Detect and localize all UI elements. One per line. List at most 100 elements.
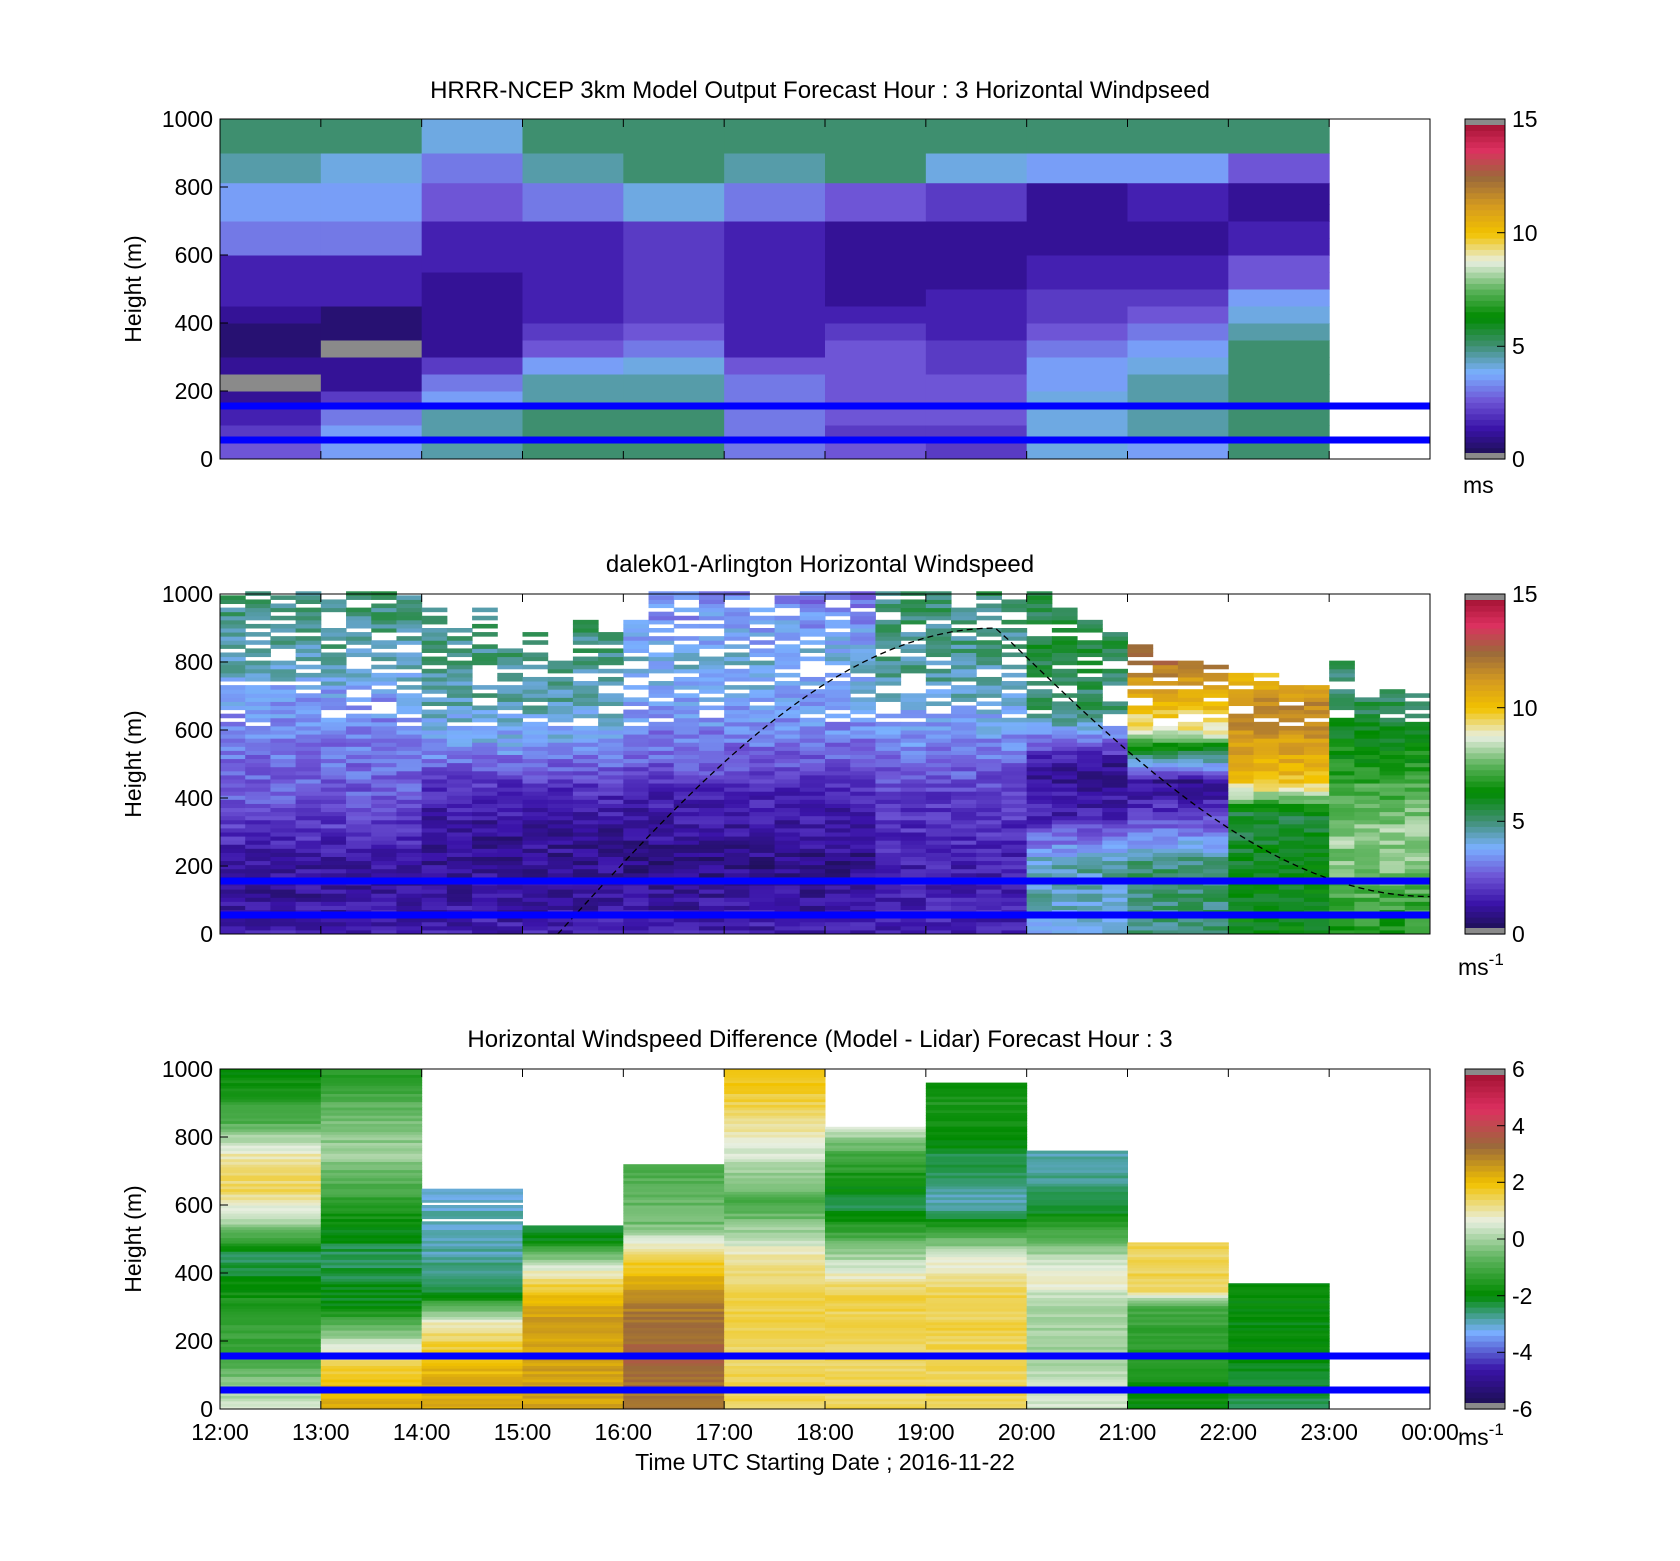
heatmap-cell: [724, 1270, 826, 1274]
heatmap-cell: [1102, 872, 1128, 878]
heatmap-cell: [1404, 848, 1431, 853]
heatmap-cell: [220, 1172, 322, 1176]
heatmap-cell: [547, 734, 574, 739]
heatmap-cell: [698, 640, 725, 645]
heatmap-cell: [850, 921, 876, 927]
heatmap-cell: [320, 783, 347, 788]
heatmap-cell: [1329, 750, 1355, 755]
heatmap-cell: [1404, 840, 1431, 845]
heatmap-cell: [799, 632, 826, 637]
heatmap-cell: [850, 872, 876, 878]
heatmap-cell: [295, 840, 322, 845]
heatmap-cell: [799, 864, 826, 870]
heatmap-cell: [220, 1321, 322, 1326]
heatmap-cell: [421, 750, 448, 755]
heatmap-cell: [371, 628, 397, 633]
heatmap-cell: [1051, 615, 1078, 621]
heatmap-cell: [522, 1406, 624, 1410]
heatmap-cell: [1051, 803, 1078, 809]
heatmap-cell: [1102, 734, 1128, 739]
colorbar-underflow: [1465, 928, 1505, 934]
heatmap-cell: [547, 762, 574, 768]
heatmap-cell: [472, 827, 498, 833]
heatmap-cell: [446, 640, 473, 645]
heatmap-cell: [295, 750, 322, 755]
heatmap-cell: [346, 750, 372, 755]
heatmap-cell: [648, 664, 675, 670]
heatmap-cell: [1152, 893, 1179, 898]
heatmap-cell: [421, 238, 523, 256]
heatmap-cell: [1026, 1153, 1128, 1157]
heatmap-cell: [673, 656, 700, 662]
heatmap-cell: [270, 758, 297, 764]
heatmap-cell: [1354, 901, 1381, 906]
heatmap-cell: [1278, 774, 1305, 780]
heatmap-cell: [547, 860, 574, 866]
heatmap-cell: [825, 778, 851, 784]
heatmap-cell: [522, 730, 549, 735]
heatmap-cell: [648, 836, 675, 841]
heatmap-cell: [623, 1302, 725, 1307]
heatmap-cell: [1127, 1267, 1229, 1271]
colorbar-swatch: [1465, 243, 1505, 250]
heatmap-cell: [220, 689, 246, 694]
heatmap-cell: [749, 791, 776, 796]
heatmap-cell: [774, 693, 801, 698]
heatmap-cell: [825, 681, 851, 686]
heatmap-cell: [522, 917, 549, 923]
heatmap-cell: [421, 1273, 523, 1277]
y-tick-label: 0: [200, 1396, 213, 1422]
colorbar-swatch: [1465, 826, 1505, 833]
heatmap-cell: [925, 1166, 1028, 1171]
heatmap-cell: [925, 1088, 1028, 1092]
heatmap-cell: [472, 856, 498, 862]
heatmap-cell: [1051, 872, 1078, 878]
heatmap-cell: [850, 676, 876, 682]
heatmap-cell: [1253, 819, 1280, 825]
heatmap-cell: [1303, 807, 1330, 813]
heatmap-cell: [421, 1278, 523, 1282]
y-tick-label: 800: [175, 649, 213, 675]
heatmap-cell: [1404, 901, 1431, 906]
colorbar-swatch: [1465, 792, 1505, 799]
heatmap-cell: [522, 697, 549, 702]
heatmap-cell: [396, 823, 423, 829]
heatmap-cell: [1026, 1313, 1128, 1318]
heatmap-cell: [1152, 766, 1179, 772]
heatmap-cell: [850, 901, 876, 906]
heatmap-cell: [623, 1210, 725, 1214]
heatmap-cell: [421, 701, 448, 707]
heatmap-cell: [346, 819, 372, 825]
heatmap-cell: [1051, 721, 1078, 727]
heatmap-cell: [220, 182, 322, 205]
heatmap-cell: [572, 787, 599, 792]
heatmap-cell: [1127, 840, 1154, 845]
heatmap-cell: [1278, 872, 1305, 878]
heatmap-cell: [320, 289, 423, 307]
heatmap-cell: [976, 893, 1002, 898]
heatmap-cell: [1253, 803, 1280, 809]
heatmap-cell: [623, 1177, 725, 1182]
heatmap-cell: [749, 693, 776, 698]
heatmap-cell: [446, 901, 473, 906]
colorbar-swatch: [1465, 1250, 1505, 1257]
colorbar-swatch: [1465, 141, 1505, 148]
heatmap-cell: [1303, 868, 1330, 874]
heatmap-cell: [245, 827, 271, 833]
heatmap-cell: [1278, 889, 1305, 894]
heatmap-cell: [220, 1120, 322, 1124]
heatmap-cell: [623, 255, 725, 273]
colorbar-swatch: [1465, 888, 1505, 895]
heatmap-cell: [673, 819, 700, 825]
heatmap-cell: [220, 819, 246, 825]
heatmap-cell: [1177, 803, 1204, 809]
heatmap-cell: [900, 925, 927, 931]
heatmap-cell: [220, 1071, 322, 1075]
heatmap-cell: [1127, 306, 1229, 324]
heatmap-cell: [220, 1117, 322, 1122]
heatmap-cell: [1379, 721, 1406, 727]
heatmap-cell: [1329, 827, 1355, 833]
colorbar-swatch: [1465, 357, 1505, 364]
heatmap-cell: [825, 1319, 927, 1323]
heatmap-cell: [1329, 868, 1355, 874]
